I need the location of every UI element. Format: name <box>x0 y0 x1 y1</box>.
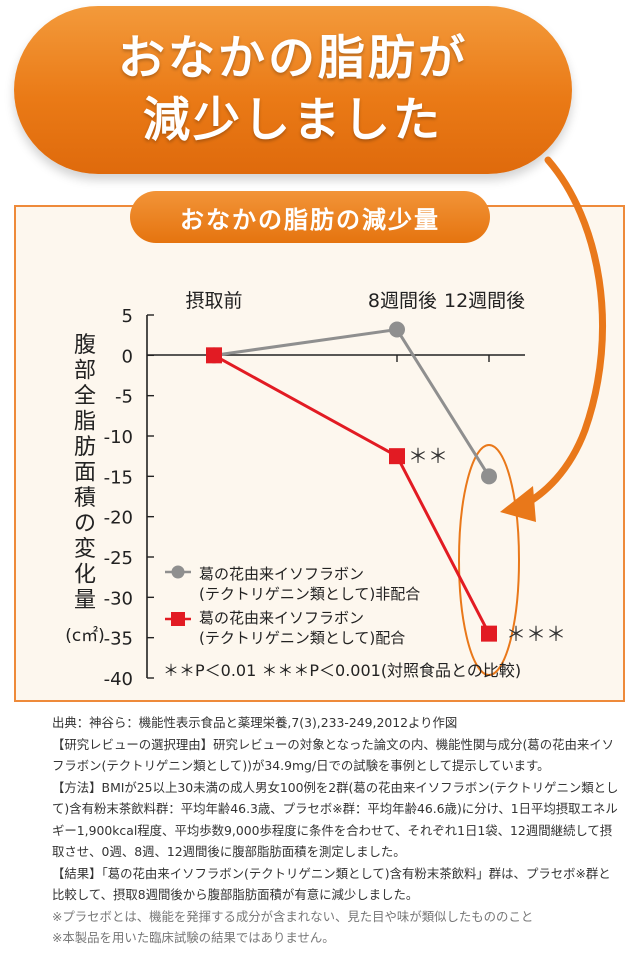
legend-item-1-line-2: (テクトリゲニン類として)非配合 <box>199 585 420 603</box>
note-disclaimer: ※本製品を用いた臨床試験の結果ではありません。 <box>52 930 335 945</box>
series-red-point <box>481 625 497 642</box>
y-tick-label: -30 <box>104 588 133 609</box>
y-tick-label: 5 <box>122 306 133 327</box>
callout-arrow <box>514 156 607 512</box>
note-method: 【方法】BMIが25以上30未満の成人男女100例を2群(葛の花由来イソフラボン… <box>52 779 619 860</box>
footnotes: 出典：神谷ら：機能性表示食品と薬理栄養,7(3),233-249,2012より作… <box>52 712 622 949</box>
headline-line-2: 減少しました <box>143 93 443 148</box>
legend-red-marker <box>171 612 185 626</box>
y-tick-label: 0 <box>122 346 133 367</box>
y-tick-label: -40 <box>104 669 133 690</box>
x-category-label: 8週間後 <box>368 290 437 312</box>
x-category-label: 12週間後 <box>444 290 525 312</box>
note-result: 【結果】「葛の花由来イソフラボン(テクトリゲニン類として)含有粉末茶飲料」群は、… <box>52 865 611 903</box>
legend-item-2-line-2: (テクトリゲニン類として)配合 <box>199 629 405 647</box>
y-tick-label: -35 <box>104 629 133 650</box>
y-tick-label: -15 <box>104 467 133 488</box>
note-placebo: ※プラセボとは、機能を発揮する成分が含まれない、見た目や味が類似したもののこと <box>52 908 534 924</box>
note-source: 出典：神谷ら：機能性表示食品と薬理栄養,7(3),233-249,2012より作… <box>52 715 458 730</box>
legend-gray-marker <box>171 565 185 579</box>
legend: 葛の花由来イソフラボン (テクトリゲニン類として)非配合 葛の花由来イソフラボン… <box>165 565 420 647</box>
week8-significance-mark: ＊＊ <box>408 444 448 468</box>
y-tick-label: -25 <box>104 548 133 569</box>
legend-item-1-line-1: 葛の花由来イソフラボン <box>199 565 364 583</box>
headline-banner: おなかの脂肪が 減少しました <box>14 6 572 174</box>
legend-item-2-line-1: 葛の花由来イソフラボン <box>199 609 364 627</box>
y-tick-label: -5 <box>115 387 133 408</box>
y-axis-label: 腹部全脂肪面積の変化量 <box>74 333 96 613</box>
callout-arrowhead <box>500 486 536 522</box>
series-red-point <box>206 347 222 364</box>
y-tick-label: -20 <box>104 508 133 529</box>
week12-significance-mark: ＊＊＊ <box>506 622 566 646</box>
series-gray-point <box>481 468 497 485</box>
headline-line-1: おなかの脂肪が <box>118 31 468 86</box>
y-axis-unit: (c㎡) <box>65 626 105 646</box>
x-category-label: 摂取前 <box>185 290 242 312</box>
highlight-ellipse <box>458 444 520 676</box>
series-gray-point <box>389 321 405 338</box>
y-tick-label: -10 <box>104 427 133 448</box>
significance-note: ＊＊P＜0.01 ＊＊＊P＜0.001(対照食品との比較) <box>163 661 521 680</box>
series-red-point <box>389 448 405 465</box>
note-reason: 【研究レビューの選択理由】研究レビューの対象となった論文の内、機能性関与成分(葛… <box>52 736 615 774</box>
chart-panel <box>14 205 625 702</box>
chart-title: おなかの脂肪の減少量 <box>130 191 490 243</box>
